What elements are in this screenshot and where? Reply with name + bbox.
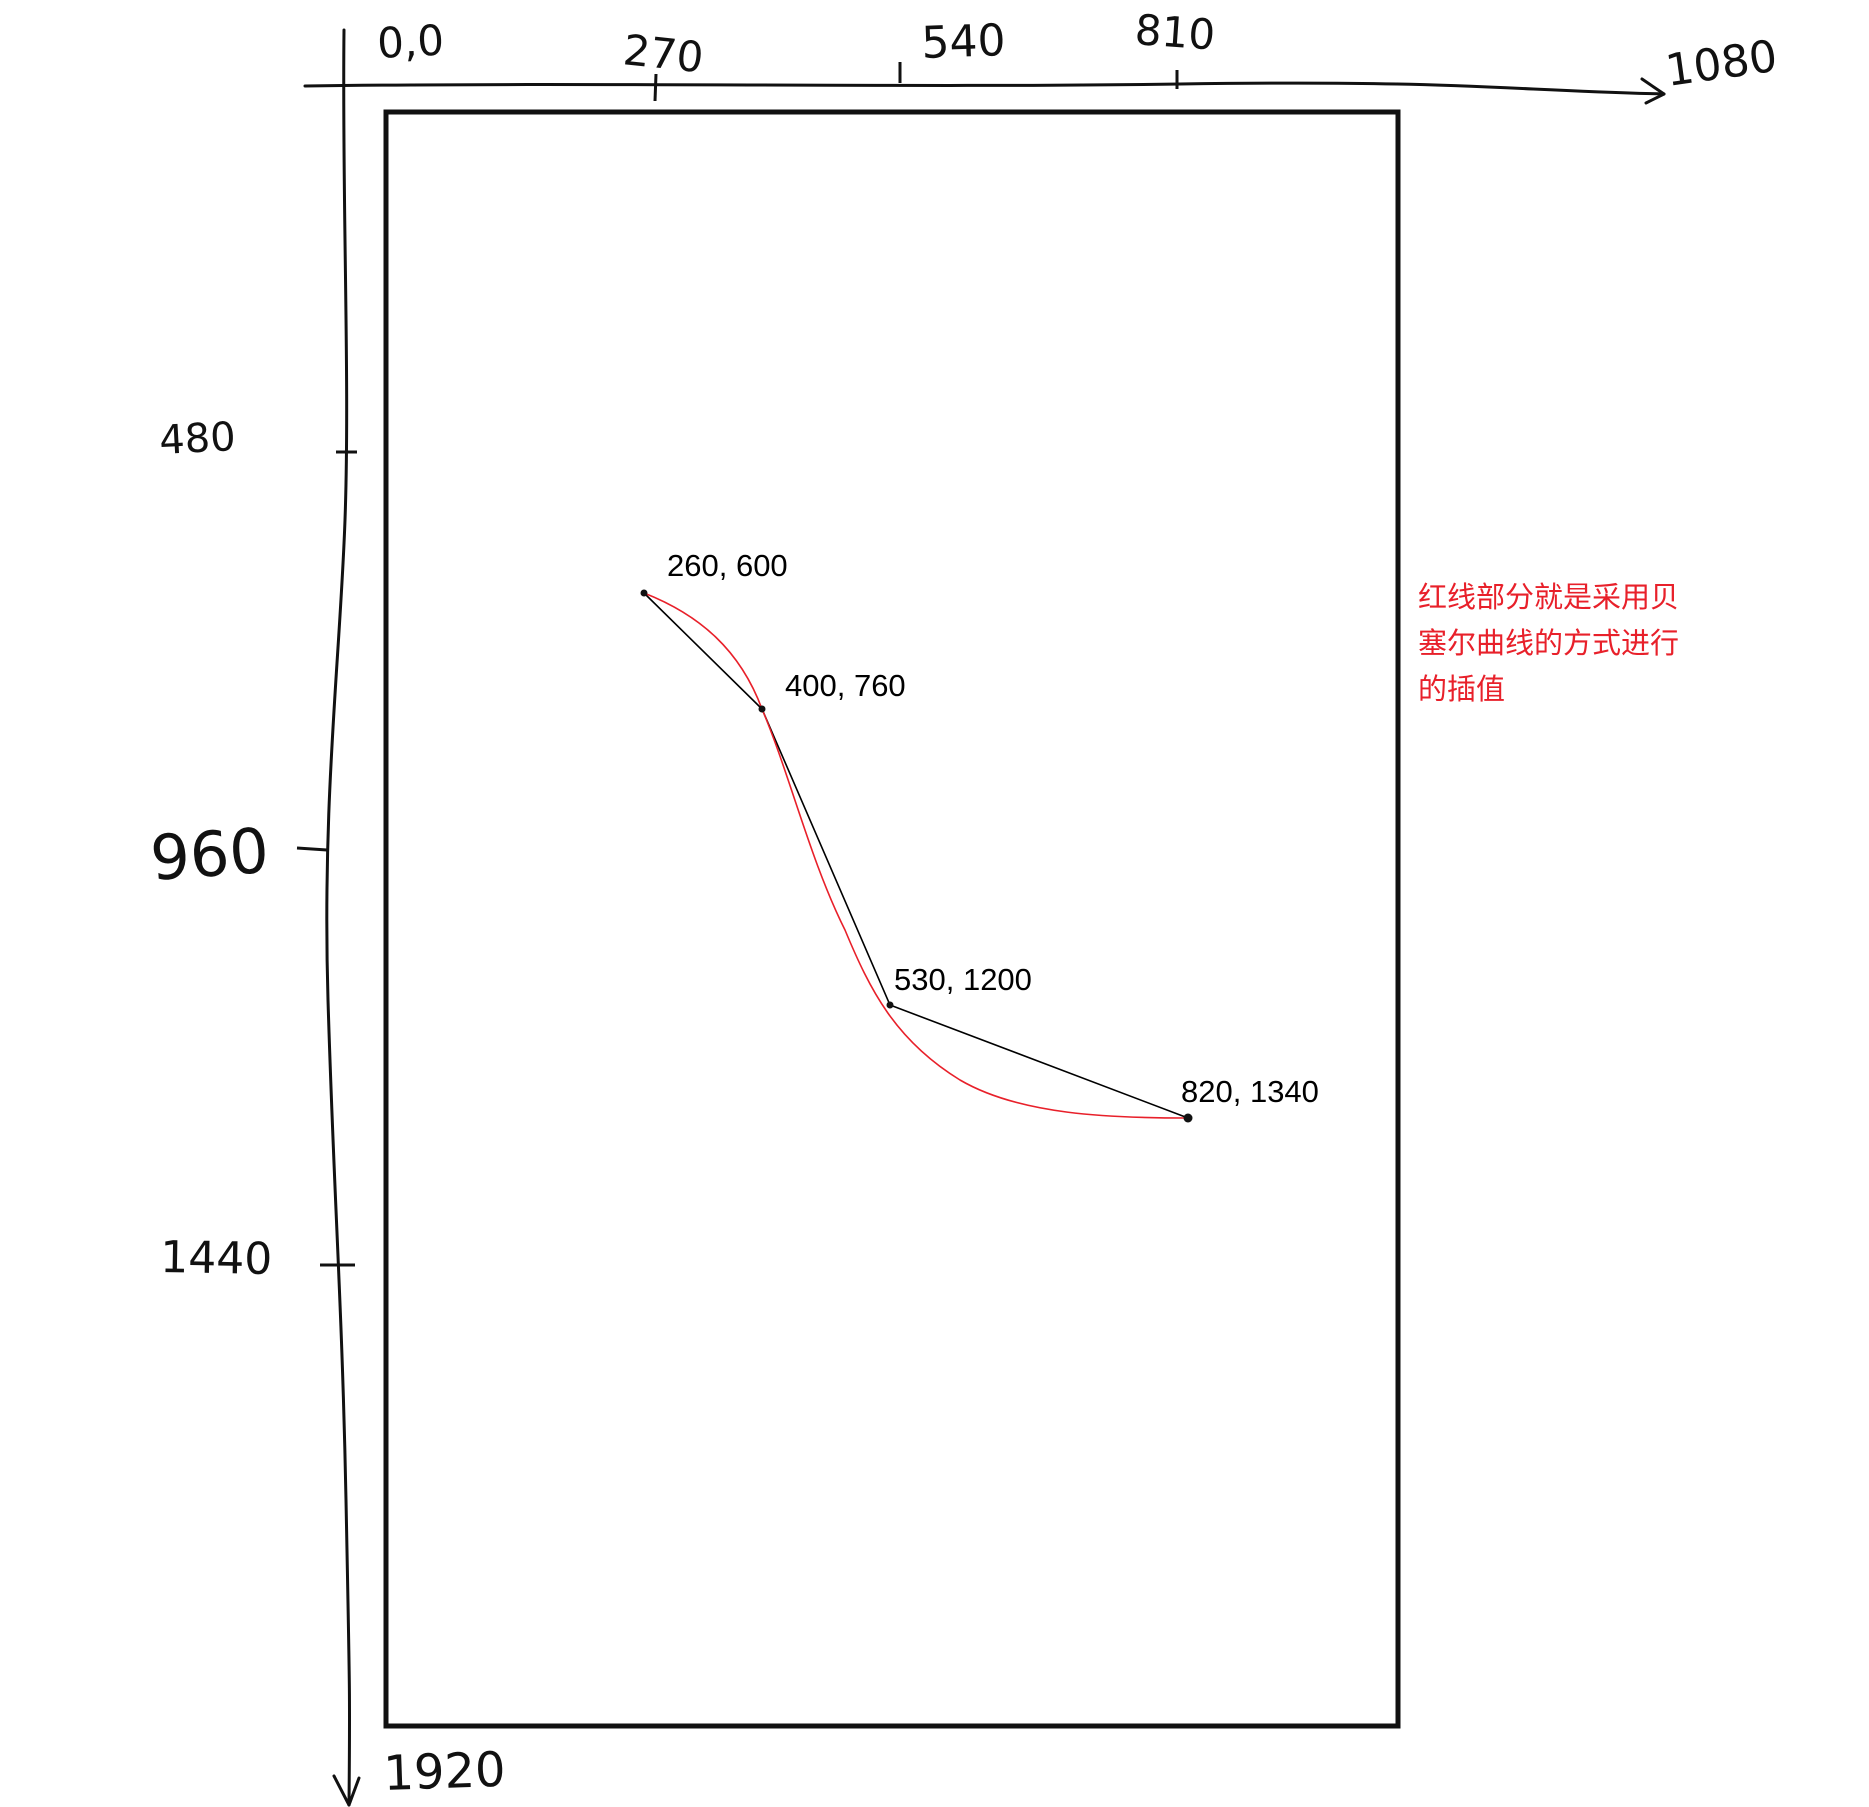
y-tick-label-960: 960 (148, 814, 271, 895)
x-axis-arrow-icon (1640, 77, 1666, 105)
x-end-label: 1080 (1662, 31, 1780, 97)
y-axis (325, 28, 352, 1807)
point-3-label: 530, 1200 (894, 962, 1032, 997)
x-axis (303, 81, 1666, 96)
x-tick-label-540: 540 (921, 15, 1007, 69)
x-tick-label-270: 270 (621, 25, 706, 82)
control-polyline (643, 592, 1189, 1119)
point-4-marker (1183, 1113, 1193, 1123)
annotation-line-1: 红线部分就是采用贝 (1418, 580, 1680, 614)
y-tick-960 (296, 846, 328, 852)
point-3-marker (886, 1001, 894, 1009)
y-tick-label-480: 480 (158, 414, 237, 464)
bezier-curve (643, 592, 1189, 1119)
annotation-line-2: 塞尔曲线的方式进行 (1418, 626, 1680, 660)
bezier-annotation: 红线部分就是采用贝 塞尔曲线的方式进行 的插值 (1418, 574, 1698, 712)
point-1-marker (640, 589, 648, 597)
y-tick-label-1440: 1440 (160, 1232, 273, 1285)
y-axis-arrow-icon (332, 1774, 361, 1807)
origin-label: 0,0 (376, 16, 445, 68)
y-end-label: 1920 (382, 1742, 506, 1802)
annotation-line-3: 的插值 (1418, 672, 1506, 706)
point-4-label: 820, 1340 (1181, 1074, 1319, 1109)
screen-frame (383, 109, 1401, 1729)
x-tick-label-810: 810 (1133, 5, 1216, 59)
point-2-label: 400, 760 (785, 668, 906, 703)
x-tick-270 (653, 73, 658, 102)
point-2-marker (758, 705, 766, 713)
point-1-label: 260, 600 (667, 548, 788, 583)
